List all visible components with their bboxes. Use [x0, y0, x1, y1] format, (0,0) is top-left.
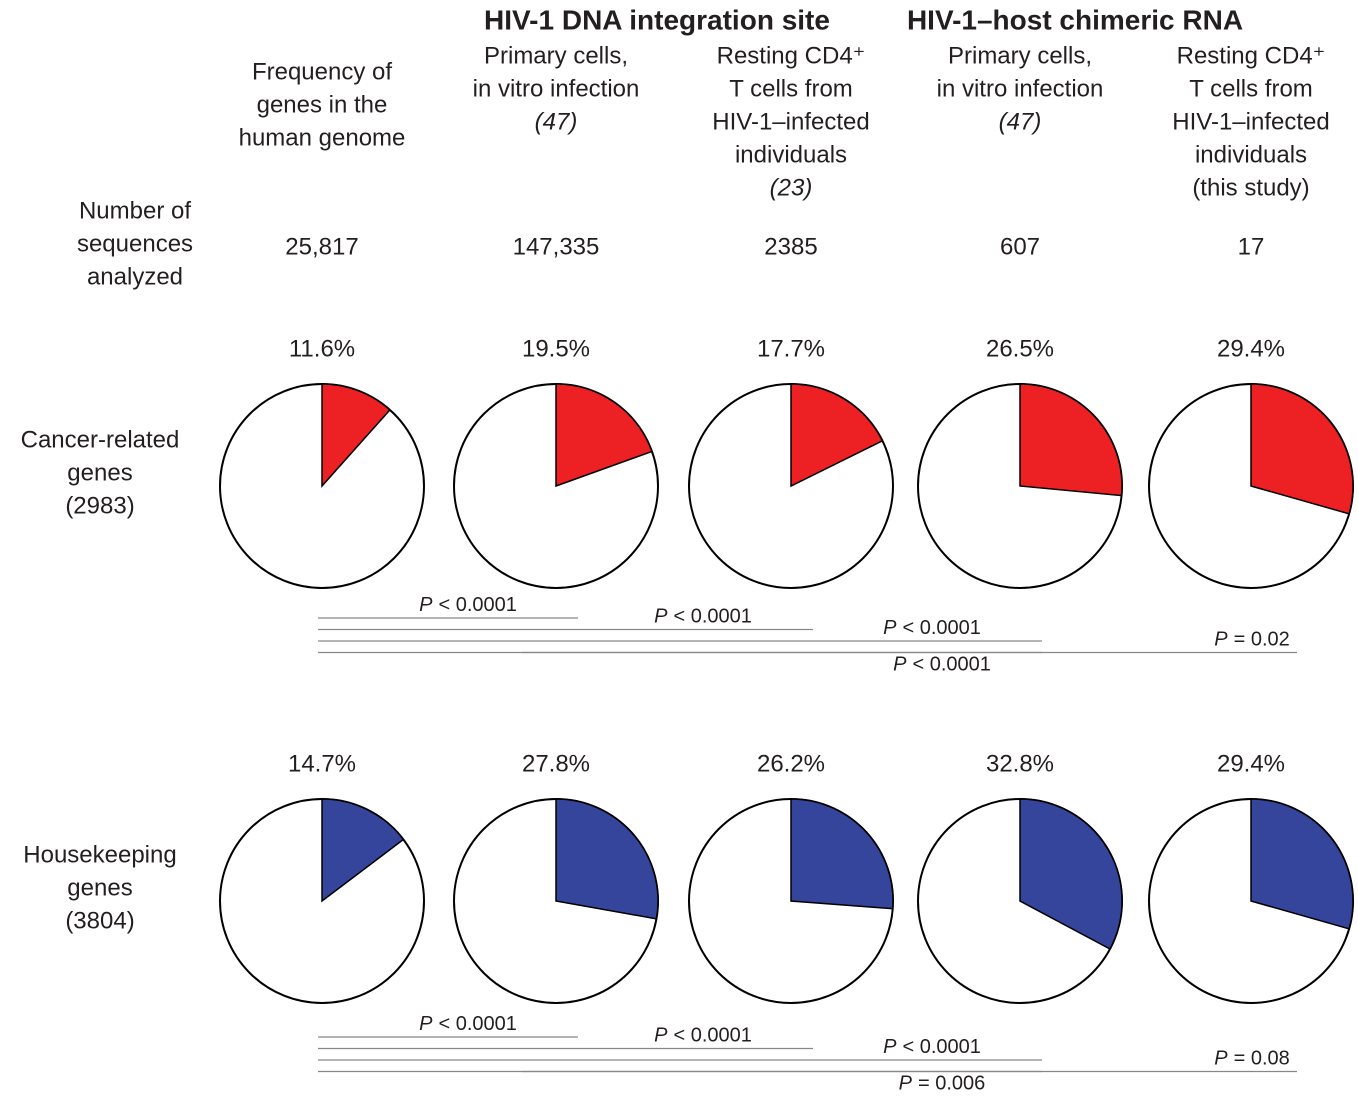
- p-symbol: P: [883, 1036, 897, 1058]
- p-symbol: P: [419, 1013, 433, 1035]
- p-value: P < 0.0001: [419, 594, 517, 616]
- p-relation: < 0.0001: [902, 1036, 980, 1058]
- p-symbol: P: [893, 654, 907, 676]
- column-header: Primary cells,: [948, 42, 1092, 69]
- count-label: analyzed: [87, 263, 183, 290]
- p-value: P = 0.08: [1214, 1048, 1290, 1070]
- column-header: Primary cells,: [484, 42, 628, 69]
- p-symbol: P: [654, 606, 668, 628]
- column-header: (23): [770, 174, 813, 201]
- p-value: P < 0.0001: [883, 617, 981, 639]
- p-relation: < 0.0001: [912, 654, 990, 676]
- row-label: Cancer-related: [21, 426, 180, 453]
- column-header: T cells from: [1189, 75, 1313, 102]
- p-value: P < 0.0001: [654, 1025, 752, 1047]
- p-symbol: P: [1214, 1048, 1228, 1070]
- p-relation: = 0.006: [918, 1073, 985, 1095]
- column-header: individuals: [1195, 141, 1307, 168]
- column-header: in vitro infection: [937, 75, 1104, 102]
- row-label: (3804): [65, 907, 134, 934]
- column-header: HIV-1–infected: [1172, 108, 1329, 135]
- p-symbol: P: [654, 1025, 668, 1047]
- p-relation: = 0.02: [1234, 629, 1290, 651]
- p-relation: < 0.0001: [438, 1013, 516, 1035]
- value-label: 29.4%: [1217, 750, 1285, 777]
- p-symbol: P: [1214, 629, 1228, 651]
- value-label: 11.6%: [289, 335, 355, 362]
- column-header: T cells from: [729, 75, 853, 102]
- p-value: P = 0.006: [899, 1073, 986, 1095]
- column-header: (this study): [1192, 174, 1309, 201]
- value-label: 17.7%: [757, 335, 825, 362]
- pie-slice: [1019, 798, 1123, 951]
- sequence-count: 25,817: [285, 233, 358, 260]
- p-value: P < 0.0001: [893, 654, 991, 676]
- column-header: human genome: [239, 124, 406, 151]
- p-value: P < 0.0001: [419, 1013, 517, 1035]
- column-header: Resting CD4⁺: [1177, 42, 1326, 69]
- pie-slice: [555, 383, 653, 488]
- pie-slice: [1019, 383, 1123, 497]
- sequence-count: 2385: [764, 233, 817, 260]
- p-relation: < 0.0001: [902, 617, 980, 639]
- pie-slice: [790, 798, 894, 910]
- column-header: (47): [999, 108, 1042, 135]
- value-label: 27.8%: [522, 750, 590, 777]
- row-label: genes: [67, 874, 132, 901]
- column-header: (47): [535, 108, 578, 135]
- p-relation: < 0.0001: [673, 1025, 751, 1047]
- column-header: in vitro infection: [473, 75, 640, 102]
- row-label: Housekeeping: [23, 841, 176, 868]
- p-value: P < 0.0001: [654, 606, 752, 628]
- p-value: P < 0.0001: [883, 1036, 981, 1058]
- count-label: sequences: [77, 230, 193, 257]
- p-symbol: P: [419, 594, 433, 616]
- p-symbol: P: [899, 1073, 913, 1095]
- column-header: Resting CD4⁺: [717, 42, 866, 69]
- column-header: individuals: [735, 141, 847, 168]
- p-value: P = 0.02: [1214, 629, 1290, 651]
- pie-slice: [321, 798, 405, 903]
- pie-slice: [790, 383, 884, 488]
- p-relation: < 0.0001: [673, 606, 751, 628]
- row-label: genes: [67, 459, 132, 486]
- column-header: genes in the: [257, 91, 388, 118]
- count-label: Number of: [79, 197, 191, 224]
- value-label: 29.4%: [1217, 335, 1285, 362]
- pie-slice: [555, 798, 659, 920]
- pie-slice: [1250, 383, 1354, 515]
- pie-slice: [321, 383, 391, 488]
- value-label: 19.5%: [522, 335, 590, 362]
- p-symbol: P: [883, 617, 897, 639]
- group-header: HIV-1 DNA integration site: [484, 4, 830, 35]
- value-label: 26.5%: [986, 335, 1054, 362]
- p-relation: < 0.0001: [438, 594, 516, 616]
- pie-slice: [1250, 798, 1354, 930]
- sequence-count: 17: [1238, 233, 1265, 260]
- group-header: HIV-1–host chimeric RNA: [907, 4, 1243, 35]
- column-header: Frequency of: [252, 58, 392, 85]
- column-header: HIV-1–infected: [712, 108, 869, 135]
- value-label: 32.8%: [986, 750, 1054, 777]
- value-label: 14.7%: [288, 750, 356, 777]
- sequence-count: 147,335: [513, 233, 600, 260]
- row-label: (2983): [65, 492, 134, 519]
- sequence-count: 607: [1000, 233, 1040, 260]
- value-label: 26.2%: [757, 750, 825, 777]
- p-relation: = 0.08: [1234, 1048, 1290, 1070]
